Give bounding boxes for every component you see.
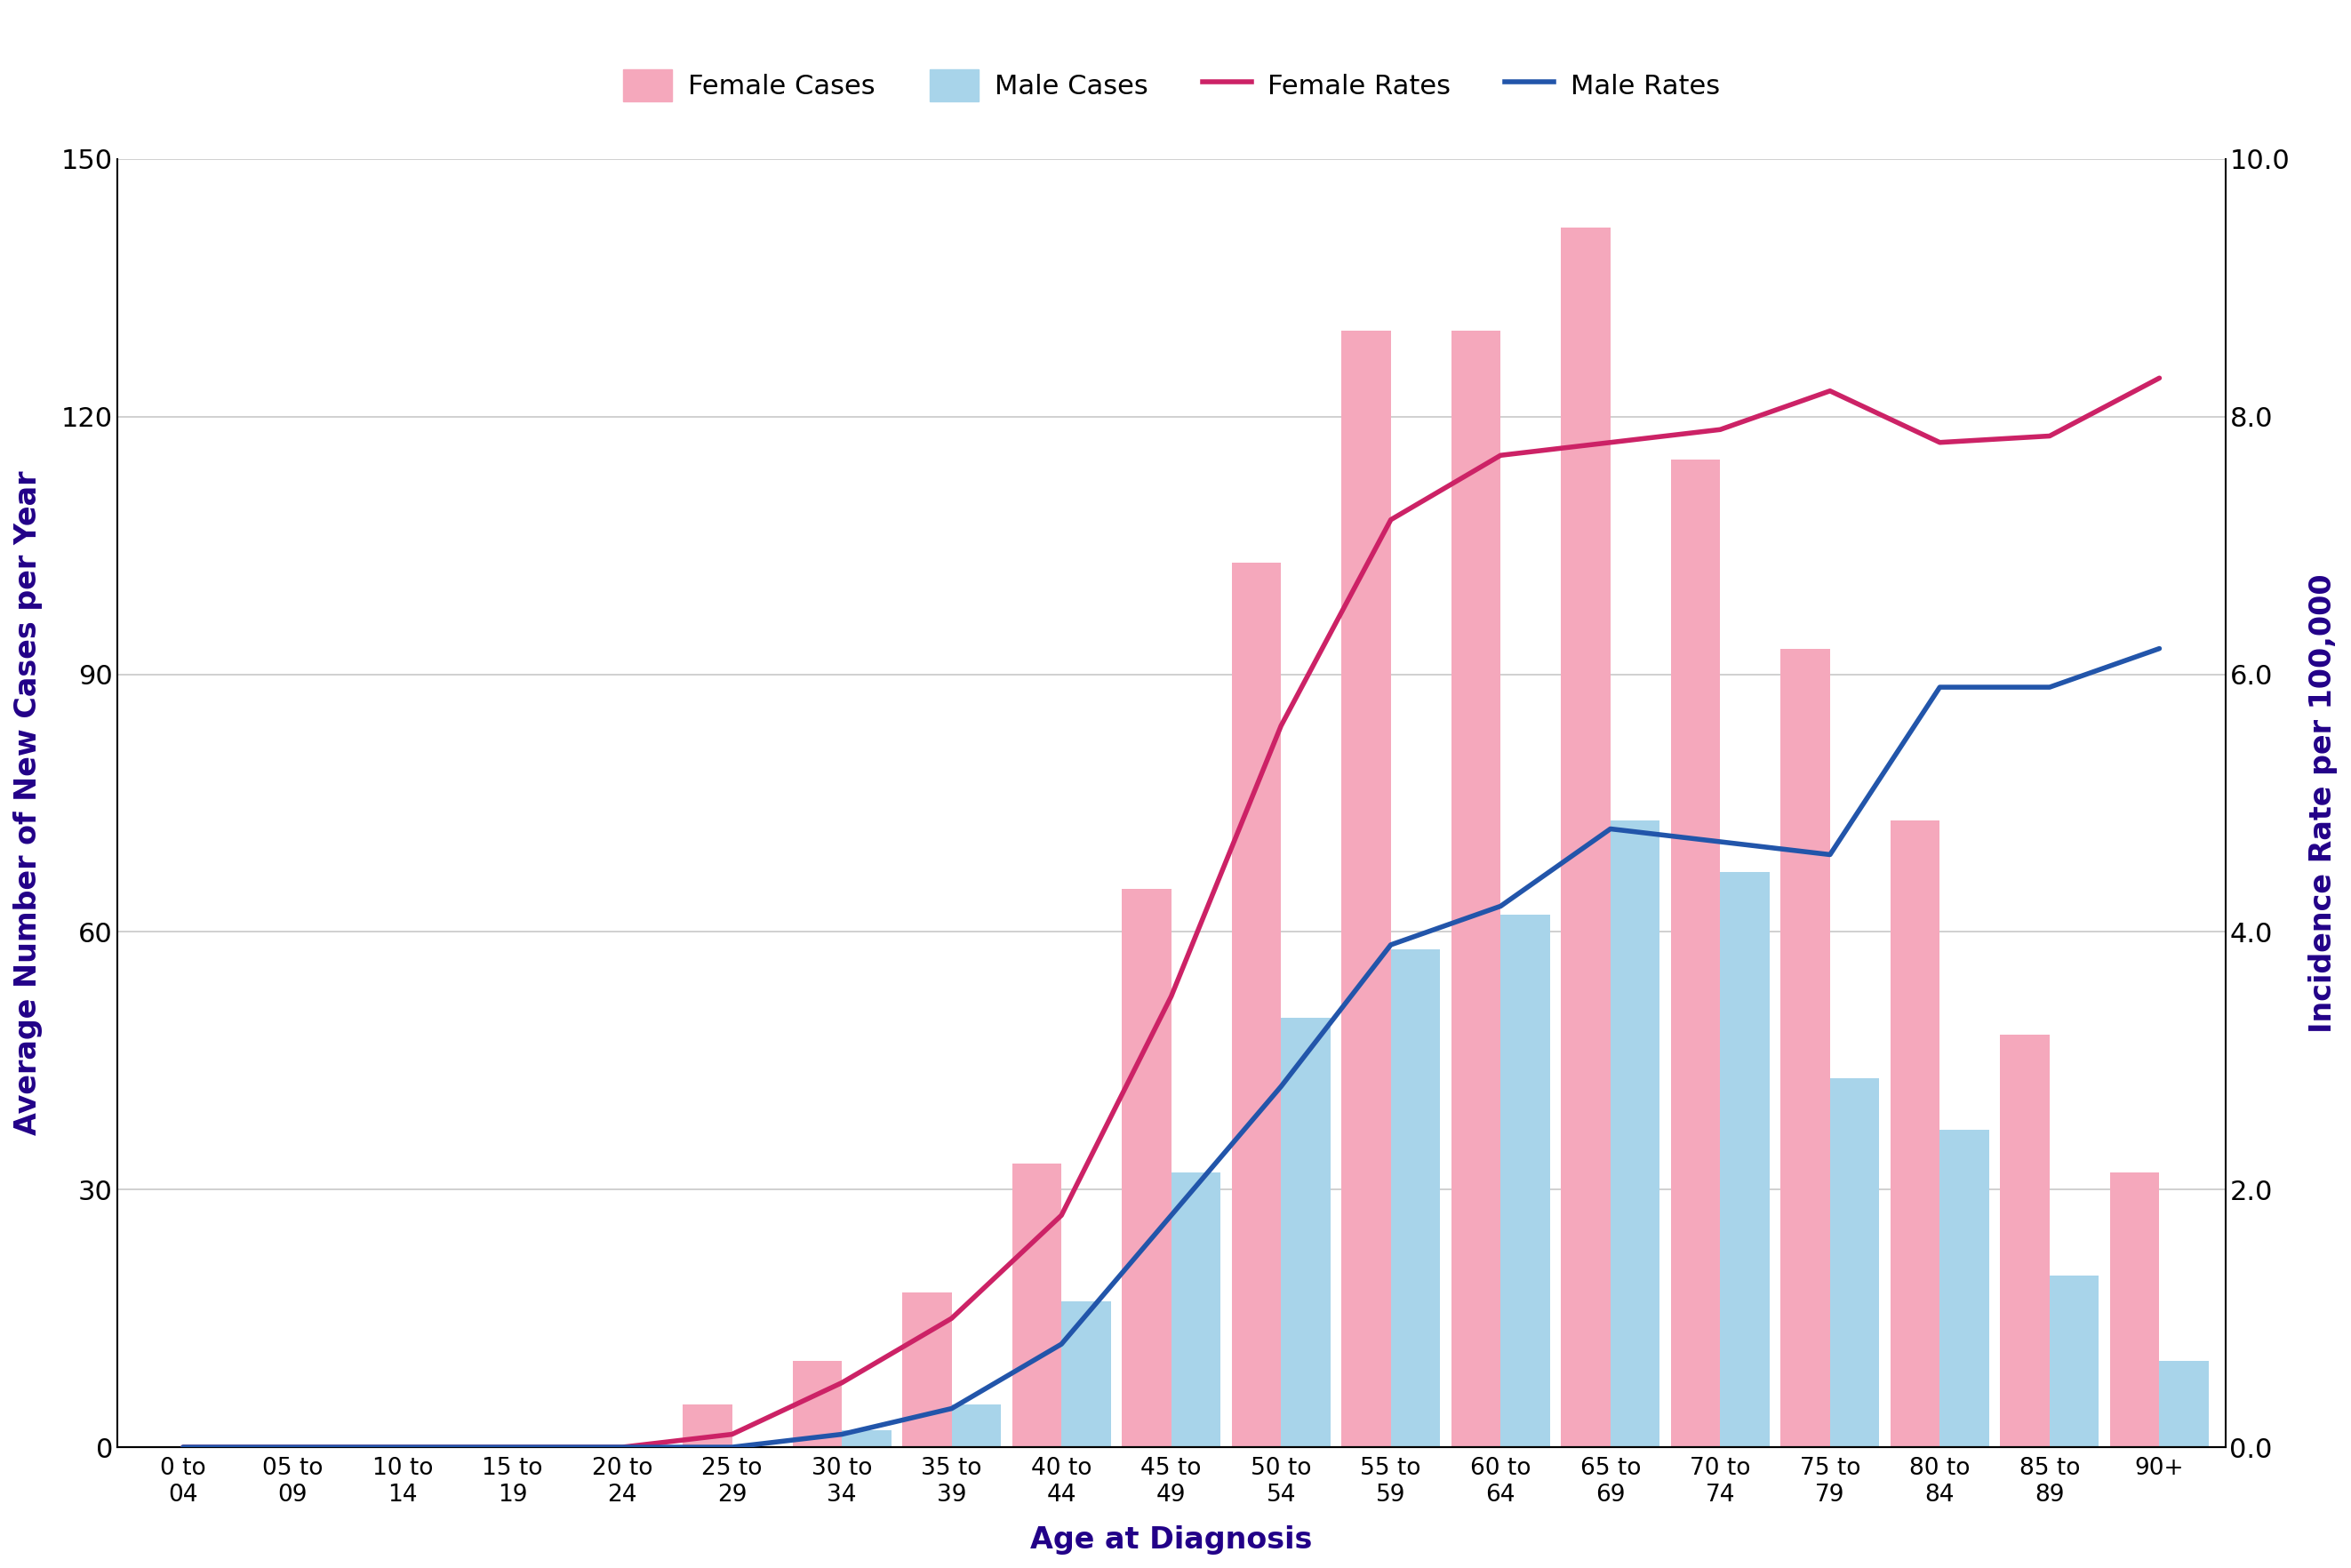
Female Rates xyxy=(1707,420,1735,439)
Male Rates xyxy=(1378,936,1406,955)
Bar xyxy=(1451,331,1500,1447)
Bar xyxy=(2109,1173,2161,1447)
Bar xyxy=(2161,1361,2210,1447)
Male Rates xyxy=(2036,677,2064,696)
Female Rates xyxy=(1378,510,1406,528)
Y-axis label: Average Number of New Cases per Year: Average Number of New Cases per Year xyxy=(14,470,42,1135)
Bar xyxy=(1940,1129,1989,1447)
Male Rates xyxy=(938,1399,966,1417)
Bar xyxy=(1342,331,1392,1447)
Bar xyxy=(1610,820,1660,1447)
Female Rates xyxy=(1486,445,1514,464)
Male Rates xyxy=(717,1438,745,1457)
Bar xyxy=(1561,227,1610,1447)
Male Rates xyxy=(1707,833,1735,851)
Y-axis label: Incidence Rate per 100,000: Incidence Rate per 100,000 xyxy=(2309,574,2337,1033)
Bar xyxy=(2050,1275,2099,1447)
Male Rates xyxy=(2146,640,2175,659)
Bar xyxy=(1392,949,1441,1447)
Female Rates xyxy=(609,1438,637,1457)
Male Rates xyxy=(498,1438,527,1457)
Male Rates xyxy=(1815,845,1843,864)
Bar xyxy=(842,1430,891,1447)
Bar xyxy=(1060,1301,1110,1447)
Male Rates xyxy=(1486,897,1514,916)
Male Rates xyxy=(169,1438,197,1457)
Female Rates xyxy=(938,1309,966,1328)
Legend: Female Cases, Male Cases, Female Rates, Male Rates: Female Cases, Male Cases, Female Rates, … xyxy=(623,69,1719,100)
Bar xyxy=(952,1405,1002,1447)
Male Rates xyxy=(609,1438,637,1457)
Male Rates xyxy=(388,1438,416,1457)
Bar xyxy=(903,1292,952,1447)
Male Rates xyxy=(1925,677,1954,696)
Bar xyxy=(1011,1163,1060,1447)
Male Rates xyxy=(1157,1206,1185,1225)
Female Rates xyxy=(1157,986,1185,1005)
Female Rates xyxy=(169,1438,197,1457)
Female Rates xyxy=(2036,426,2064,445)
Female Rates xyxy=(828,1374,856,1392)
Bar xyxy=(1721,872,1770,1447)
Female Rates xyxy=(1046,1206,1074,1225)
Bar xyxy=(1121,889,1171,1447)
Female Rates xyxy=(1815,381,1843,400)
Bar xyxy=(792,1361,842,1447)
Female Rates xyxy=(280,1438,308,1457)
Female Rates xyxy=(1596,433,1625,452)
Line: Male Rates: Male Rates xyxy=(183,649,2161,1447)
Male Rates xyxy=(828,1425,856,1444)
Bar xyxy=(1171,1173,1220,1447)
Bar xyxy=(2001,1035,2050,1447)
Male Rates xyxy=(1046,1334,1074,1353)
Female Rates xyxy=(388,1438,416,1457)
Bar xyxy=(1672,459,1721,1447)
Bar xyxy=(1281,1018,1331,1447)
Bar xyxy=(1232,563,1281,1447)
Female Rates xyxy=(1925,433,1954,452)
Bar xyxy=(1780,649,1829,1447)
Bar xyxy=(1829,1077,1878,1447)
Female Rates xyxy=(2146,368,2175,387)
Bar xyxy=(682,1405,731,1447)
Male Rates xyxy=(1596,820,1625,839)
Male Rates xyxy=(1267,1077,1295,1096)
Male Rates xyxy=(280,1438,308,1457)
Female Rates xyxy=(498,1438,527,1457)
Bar xyxy=(1500,914,1549,1447)
Female Rates xyxy=(717,1425,745,1444)
X-axis label: Age at Diagnosis: Age at Diagnosis xyxy=(1030,1526,1312,1554)
Line: Female Rates: Female Rates xyxy=(183,378,2161,1447)
Bar xyxy=(1890,820,1940,1447)
Female Rates xyxy=(1267,717,1295,735)
